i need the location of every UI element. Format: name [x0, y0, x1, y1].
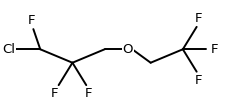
- Text: F: F: [85, 87, 92, 100]
- Text: F: F: [27, 14, 35, 27]
- Text: F: F: [50, 87, 57, 100]
- Text: Cl: Cl: [2, 43, 15, 56]
- Text: F: F: [210, 43, 217, 56]
- Text: O: O: [122, 43, 132, 56]
- Text: F: F: [194, 74, 202, 87]
- Text: F: F: [194, 12, 202, 25]
